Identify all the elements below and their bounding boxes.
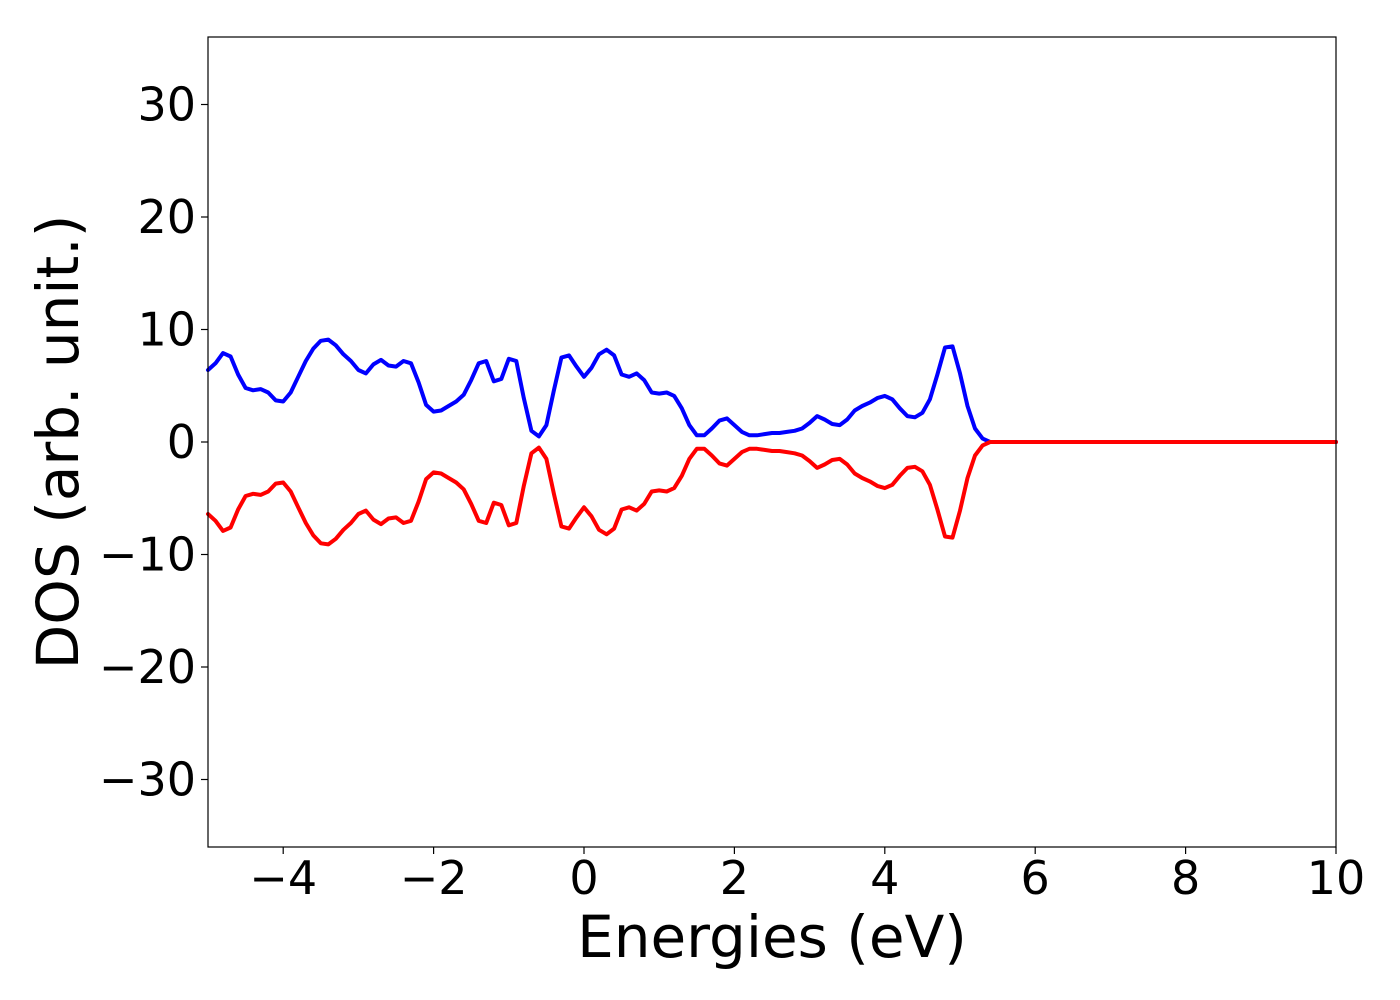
y-tick-label: 30: [137, 78, 196, 132]
x-tick-label: 2: [720, 851, 749, 905]
y-axis-label: DOS (arb. unit.): [24, 215, 92, 670]
y-tick-label: −30: [99, 753, 196, 807]
x-tick-label: −2: [400, 851, 468, 905]
x-tick-label: 8: [1171, 851, 1200, 905]
y-tick-label: −20: [99, 640, 196, 694]
y-tick-label: 10: [137, 303, 196, 357]
y-tick-label: 0: [167, 415, 196, 469]
series-line-2: [206, 440, 1338, 547]
x-axis-label: Energies (eV): [577, 903, 967, 971]
x-tick-label: 4: [870, 851, 899, 905]
y-tick-label: 20: [137, 190, 196, 244]
x-tick-label: −4: [249, 851, 317, 905]
series-layer: [206, 337, 1338, 547]
x-axis: −4 −2 0 2 4 6 8 10: [249, 847, 1365, 905]
x-tick-label: 6: [1021, 851, 1050, 905]
series-line-1: [206, 337, 1338, 444]
x-tick-label: 10: [1307, 851, 1366, 905]
y-tick-label: −10: [99, 528, 196, 582]
x-tick-label: 0: [569, 851, 598, 905]
y-axis: 30 20 10 0 −10 −20 −30: [99, 78, 208, 807]
